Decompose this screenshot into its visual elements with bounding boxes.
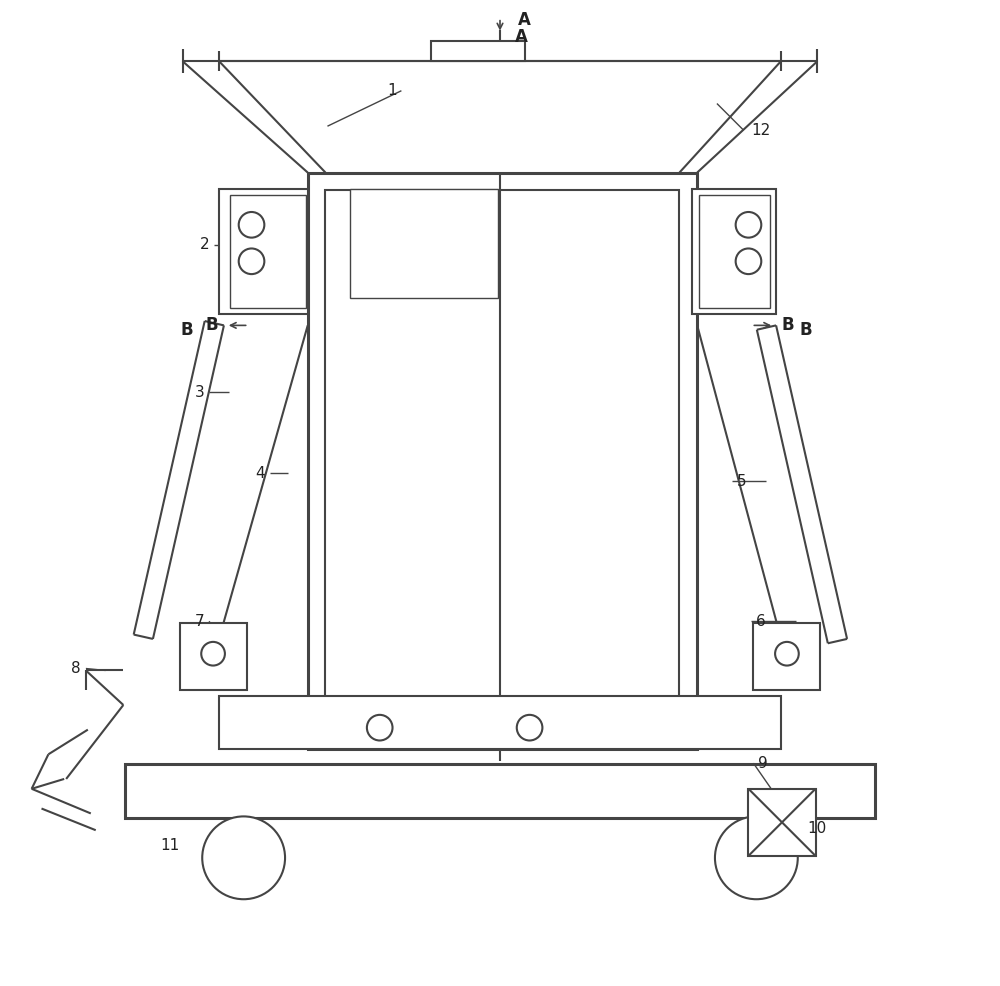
Bar [753, 623, 820, 690]
Bar [308, 173, 697, 749]
Text: A: A [518, 11, 531, 29]
Text: B: B [206, 317, 218, 334]
Bar [219, 189, 308, 314]
Text: 11: 11 [160, 838, 180, 854]
Text: 6: 6 [756, 613, 766, 629]
Bar [125, 764, 875, 818]
Text: 10: 10 [808, 820, 827, 836]
Text: 3: 3 [194, 385, 204, 400]
Bar [219, 696, 781, 749]
Circle shape [736, 212, 761, 238]
Circle shape [715, 816, 798, 899]
Text: A: A [515, 29, 528, 46]
Text: 2: 2 [200, 237, 209, 252]
Bar [431, 41, 525, 61]
Circle shape [736, 248, 761, 274]
Text: B: B [799, 321, 812, 339]
Circle shape [201, 642, 225, 666]
Bar [748, 789, 816, 856]
Text: B: B [180, 321, 193, 339]
Bar [350, 189, 498, 298]
Text: 5: 5 [737, 473, 746, 489]
Circle shape [517, 715, 542, 740]
Circle shape [775, 642, 799, 666]
Bar [692, 189, 776, 314]
Circle shape [202, 816, 285, 899]
Text: 9: 9 [758, 755, 768, 771]
Text: 7: 7 [195, 613, 204, 629]
Bar [180, 623, 247, 690]
Bar [325, 190, 679, 732]
Text: 8: 8 [71, 661, 81, 676]
Circle shape [239, 248, 264, 274]
Bar [699, 195, 770, 308]
Text: 12: 12 [751, 122, 771, 138]
Text: 4: 4 [256, 465, 265, 481]
Text: 1: 1 [387, 83, 396, 99]
Circle shape [239, 212, 264, 238]
Circle shape [367, 715, 393, 740]
Text: B: B [782, 317, 794, 334]
Bar [230, 195, 306, 308]
